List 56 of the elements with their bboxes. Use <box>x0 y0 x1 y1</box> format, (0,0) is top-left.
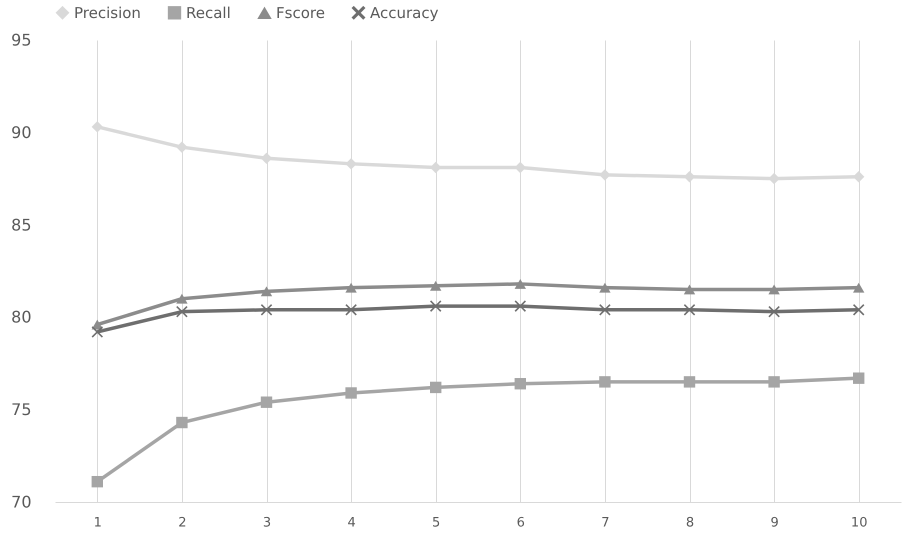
point <box>92 326 103 338</box>
point <box>176 141 188 153</box>
point <box>176 306 188 318</box>
x-tick-label: 6 <box>516 516 525 530</box>
point <box>768 376 780 388</box>
y-tick-label: 85 <box>11 215 32 234</box>
point <box>853 171 864 182</box>
point <box>684 304 696 316</box>
point <box>599 282 611 293</box>
y-tick-label: 75 <box>11 400 32 420</box>
point <box>345 282 357 293</box>
point <box>514 162 526 174</box>
y-tick-label: 80 <box>11 308 32 327</box>
x-tick-label: 2 <box>178 516 187 530</box>
point <box>345 304 357 316</box>
point <box>430 382 442 394</box>
point <box>684 376 696 388</box>
point <box>260 152 272 164</box>
point <box>853 372 864 384</box>
point <box>430 280 442 291</box>
point <box>514 279 526 289</box>
point <box>260 304 272 316</box>
point <box>92 121 103 133</box>
y-tick-label: 70 <box>11 492 32 512</box>
y-tick-label: 90 <box>11 122 32 142</box>
point <box>176 294 188 304</box>
x-tick-label: 9 <box>770 516 779 530</box>
y-tick-label: 95 <box>11 30 32 50</box>
x-tick-label: 1 <box>94 516 102 530</box>
x-tick-label: 3 <box>262 516 272 530</box>
point <box>260 286 272 296</box>
point <box>176 416 188 428</box>
point <box>345 158 357 170</box>
x-tick-label: 4 <box>347 516 356 530</box>
point <box>260 396 272 408</box>
point <box>768 284 780 294</box>
legend-label: Precision <box>74 4 141 22</box>
x-tick-label: 7 <box>601 516 610 530</box>
x-tick-label: 8 <box>686 516 694 530</box>
legend-label: Recall <box>186 4 231 22</box>
legend-label: Accuracy <box>370 4 439 22</box>
point <box>430 300 442 312</box>
point <box>853 282 864 293</box>
point <box>768 306 780 318</box>
point <box>514 378 526 390</box>
point <box>430 162 442 174</box>
point <box>853 304 864 316</box>
point <box>599 304 611 316</box>
point <box>92 476 103 488</box>
point <box>599 376 611 388</box>
x-tick-label: 5 <box>432 516 440 530</box>
legend-label: Fscore <box>276 4 325 22</box>
point <box>684 284 696 294</box>
point <box>345 387 357 399</box>
x-tick-label: 10 <box>850 516 868 530</box>
point <box>514 300 526 312</box>
